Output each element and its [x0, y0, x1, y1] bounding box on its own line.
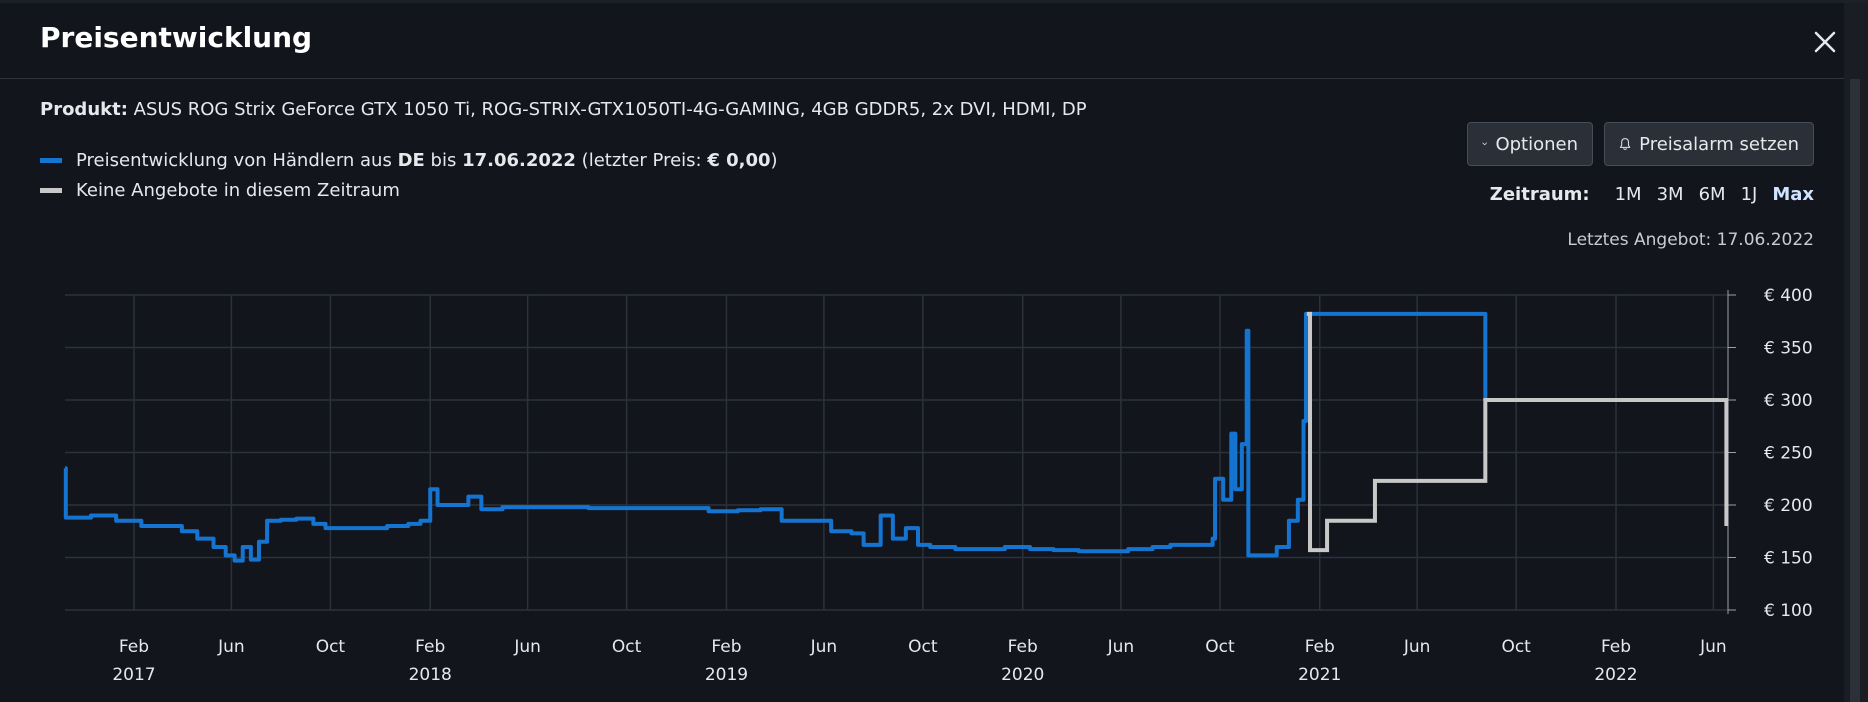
legend-no-offers-text: Keine Angebote in diesem Zeitraum: [76, 179, 400, 201]
time-range-6m[interactable]: 6M: [1698, 184, 1726, 205]
y-tick-label: € 350: [1764, 339, 1813, 359]
y-tick-label: € 250: [1764, 444, 1813, 464]
time-range-max[interactable]: Max: [1772, 184, 1814, 205]
x-tick-label: Feb: [119, 637, 149, 657]
last-offer-text: Letztes Angebot: 17.06.2022: [1567, 230, 1814, 250]
x-tick-label: Oct: [316, 637, 346, 657]
x-tick-label: Oct: [1205, 637, 1235, 657]
x-tick-label: Feb: [1601, 637, 1631, 657]
dialog-header: Preisentwicklung: [0, 3, 1844, 79]
bell-icon: [1619, 138, 1631, 150]
x-year-label: 2018: [409, 665, 452, 685]
y-tick-label: € 300: [1764, 391, 1813, 411]
price-alarm-label: Preisalarm setzen: [1639, 133, 1799, 155]
x-year-label: 2022: [1594, 665, 1637, 685]
x-tick-label: Jun: [1699, 637, 1727, 657]
price-alarm-button[interactable]: Preisalarm setzen: [1604, 122, 1814, 166]
time-range-1j[interactable]: 1J: [1740, 184, 1758, 205]
time-range-3m[interactable]: 3M: [1656, 184, 1684, 205]
x-tick-label: Jun: [217, 637, 245, 657]
x-tick-label: Oct: [908, 637, 938, 657]
y-axis-labels: € 100 € 150 € 200 € 250 € 300 € 350 € 400: [1764, 286, 1813, 621]
chevron-down-icon: [1482, 142, 1488, 146]
x-tick-label: Feb: [415, 637, 445, 657]
x-tick-label: Oct: [612, 637, 642, 657]
x-tick-label: Jun: [513, 637, 541, 657]
product-line: Produkt: ASUS ROG Strix GeForce GTX 1050…: [40, 99, 1087, 120]
y-tick-label: € 400: [1764, 286, 1813, 306]
price-series-line: [63, 311, 1488, 563]
legend-swatch-no-offers: [40, 187, 62, 193]
no-offer-series-line: [1306, 311, 1729, 553]
legend-item-no-offers: Keine Angebote in diesem Zeitraum: [40, 175, 778, 205]
chart-series: [63, 311, 1729, 563]
x-year-label: 2019: [705, 665, 748, 685]
x-tick-label: Jun: [1107, 637, 1135, 657]
options-label: Optionen: [1495, 133, 1578, 155]
dialog-title: Preisentwicklung: [40, 21, 313, 54]
close-icon[interactable]: [1808, 25, 1842, 59]
x-tick-label: Feb: [1008, 637, 1038, 657]
legend-item-price: Preisentwicklung von Händlern aus DE bis…: [40, 145, 778, 175]
x-axis-labels: Feb 2017 Jun Oct Feb 2018 Jun Oct Feb 2019 Jun Oct F…: [112, 637, 1726, 685]
chart-grid: [65, 290, 1736, 614]
scrollbar-track[interactable]: [1844, 3, 1868, 702]
x-tick-label: Feb: [1305, 637, 1335, 657]
x-tick-label: Oct: [1501, 637, 1531, 657]
chart-legend: Preisentwicklung von Händlern aus DE bis…: [40, 145, 778, 205]
y-tick-label: € 100: [1764, 601, 1813, 621]
product-label: Produkt:: [40, 99, 128, 120]
x-tick-label: Feb: [711, 637, 741, 657]
x-year-label: 2017: [112, 665, 155, 685]
legend-swatch-price: [40, 157, 62, 163]
x-tick-label: Jun: [1403, 637, 1431, 657]
top-strip: [0, 0, 1868, 3]
y-tick-label: € 150: [1764, 549, 1813, 569]
options-button[interactable]: Optionen: [1467, 122, 1593, 166]
legend-price-text: Preisentwicklung von Händlern aus DE bis…: [76, 149, 778, 171]
product-name: ASUS ROG Strix GeForce GTX 1050 Ti, ROG-…: [133, 99, 1087, 120]
x-year-label: 2021: [1298, 665, 1341, 685]
y-tick-label: € 200: [1764, 496, 1813, 516]
x-year-label: 2020: [1001, 665, 1044, 685]
time-range-selector: Zeitraum: 1M 3M 6M 1J Max: [1490, 184, 1814, 205]
scrollbar-thumb[interactable]: [1850, 79, 1860, 702]
x-tick-label: Jun: [810, 637, 838, 657]
price-chart: € 100 € 150 € 200 € 250 € 300 € 350 € 400 Feb 2…: [63, 286, 1813, 685]
time-range-label: Zeitraum:: [1489, 184, 1590, 205]
time-range-1m[interactable]: 1M: [1614, 184, 1642, 205]
